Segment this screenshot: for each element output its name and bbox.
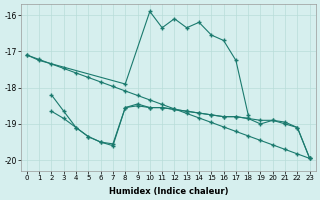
X-axis label: Humidex (Indice chaleur): Humidex (Indice chaleur) [108, 187, 228, 196]
